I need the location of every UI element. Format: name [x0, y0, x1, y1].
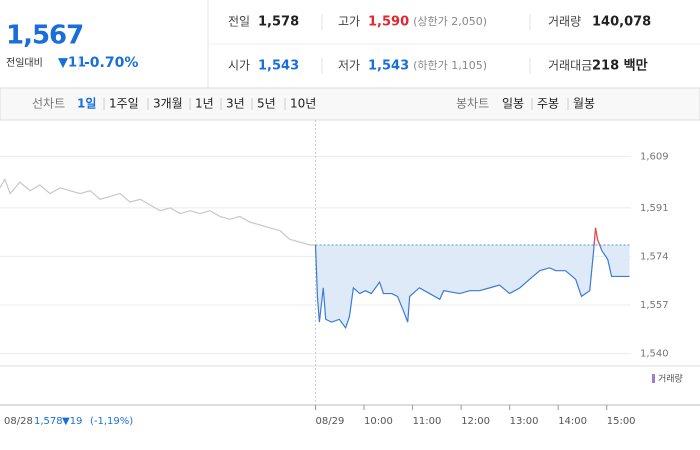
period-tab[interactable]: 5년: [257, 97, 276, 111]
y-tick-label: 1,540: [640, 349, 669, 360]
x-tick-label: 14:00: [558, 416, 587, 427]
y-tick-label: 1,609: [640, 151, 669, 162]
y-tick-label: 1,574: [640, 251, 669, 262]
period-tab[interactable]: 3개월: [153, 97, 183, 111]
legend-label: 거래량: [658, 373, 683, 385]
stat-note: (상한가 2,050): [413, 15, 487, 28]
stat-label: 저가: [338, 59, 360, 73]
tab-bar: [0, 87, 700, 121]
candle-tab[interactable]: 월봉: [573, 97, 595, 111]
tab-group-label: 선차트: [32, 97, 65, 111]
x-tick-label: 12:00: [461, 416, 490, 427]
x-tick-label: 15:00: [607, 416, 636, 427]
stat-note: (하한가 1,105): [413, 58, 487, 72]
change-rate: -0.70%: [84, 55, 138, 71]
price-line: [314, 227, 630, 330]
stat-label: 거래대금: [548, 59, 592, 73]
stat-label: 전일: [228, 15, 250, 29]
period-tab[interactable]: 3년: [226, 97, 245, 111]
stat-value: 140,078: [592, 15, 651, 30]
y-tick-label: 1,557: [640, 300, 669, 311]
info-price: 1,578: [34, 416, 63, 427]
period-tab[interactable]: 1주일: [109, 97, 139, 111]
price-line: [0, 177, 316, 246]
stat-value: 1,578: [258, 15, 299, 30]
candle-tab[interactable]: 일봉: [502, 97, 524, 111]
stat-label: 거래량: [548, 15, 581, 29]
stat-value: 218 백만: [592, 58, 648, 74]
x-tick-label: 10:00: [364, 416, 393, 427]
x-tick-label: 13:00: [510, 416, 539, 427]
stat-value: 1,590: [368, 15, 409, 30]
tab-group-label: 봉차트: [456, 97, 489, 111]
stat-label: 시가: [228, 59, 250, 73]
area: [315, 245, 630, 328]
x-tick-label: 08/29: [316, 416, 345, 427]
period-tab[interactable]: 1일: [77, 97, 96, 111]
current-price: 1,567: [6, 21, 83, 51]
stat-label: 고가: [338, 15, 360, 29]
period-tab[interactable]: 10년: [290, 97, 316, 111]
x-tick-label: 11:00: [413, 416, 442, 427]
info-change: ▼19: [62, 416, 82, 427]
stat-value: 1,543: [368, 59, 409, 74]
candle-tab[interactable]: 주봉: [537, 97, 559, 111]
y-tick-label: 1,591: [640, 203, 669, 214]
info-date: 08/28: [4, 416, 33, 427]
stat-value: 1,543: [258, 59, 299, 74]
change-label: 전일대비: [6, 57, 43, 69]
period-tab[interactable]: 1년: [195, 97, 214, 111]
legend-swatch: [652, 374, 655, 383]
change: ▼11: [58, 56, 86, 71]
info-rate: (-1,19%): [90, 416, 133, 427]
